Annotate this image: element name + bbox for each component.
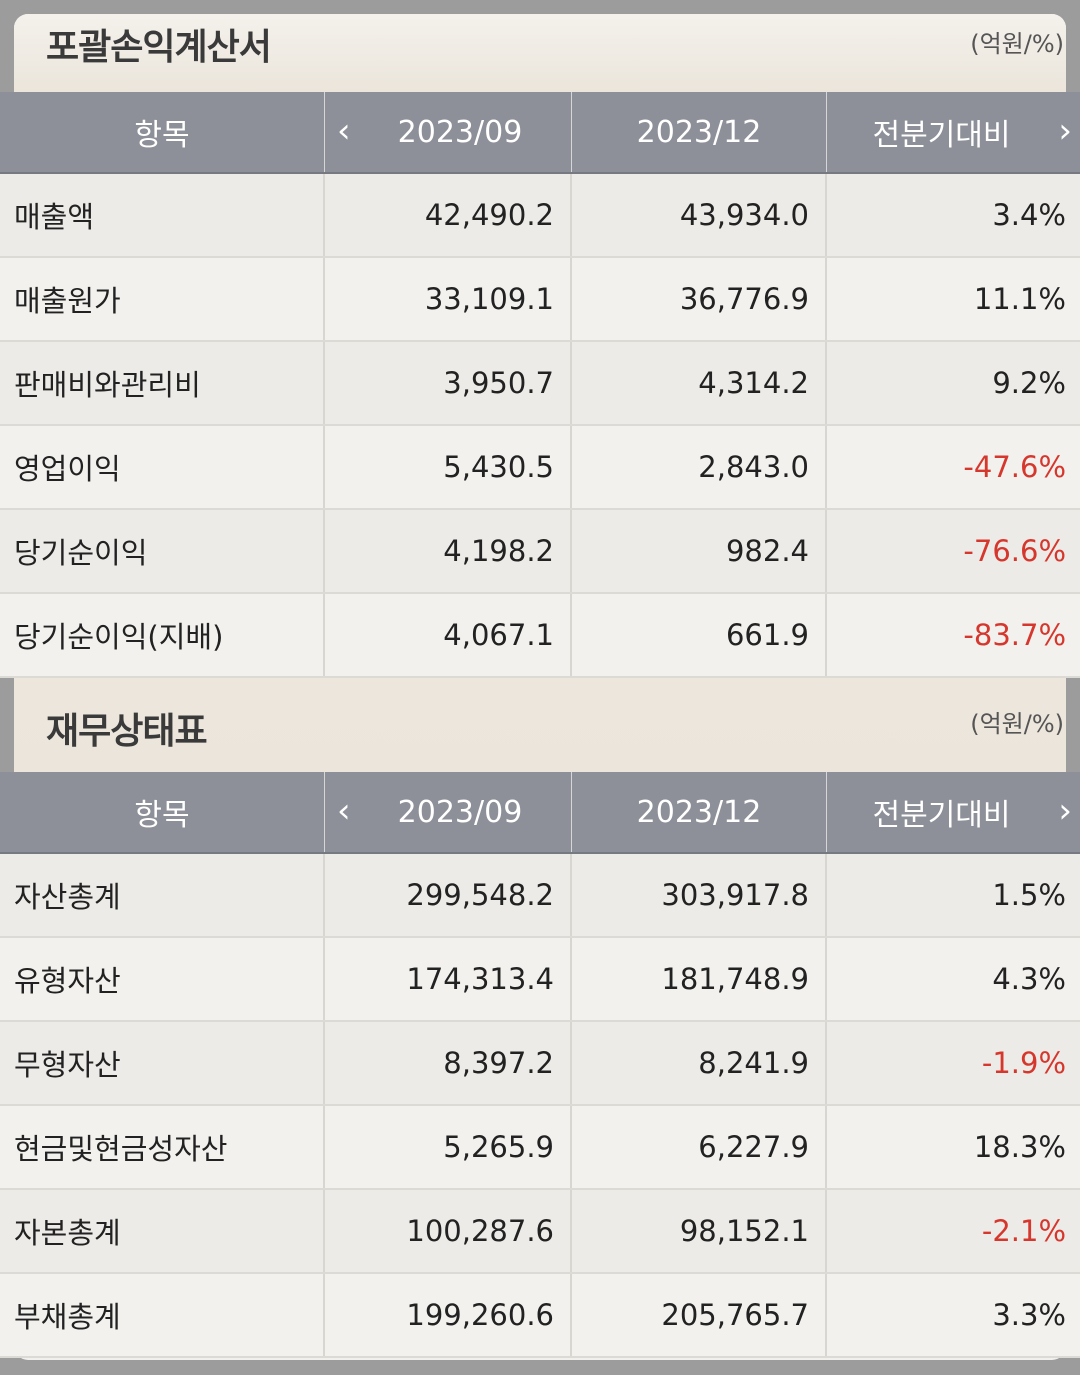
- value-current: 43,934.0: [572, 174, 827, 256]
- table-row: 자본총계 100,287.6 98,152.1 -2.1%: [0, 1190, 1080, 1274]
- header-item: 항목: [0, 772, 325, 852]
- value-current: 181,748.9: [572, 938, 827, 1020]
- change-rate: 1.5%: [992, 878, 1066, 912]
- value-prev: 5,430.5: [325, 426, 572, 508]
- value-prev: 42,490.2: [325, 174, 572, 256]
- row-label: 자산총계: [0, 854, 325, 936]
- row-label: 유형자산: [0, 938, 325, 1020]
- row-label: 당기순이익: [0, 510, 325, 592]
- section-title: 재무상태표: [46, 711, 208, 752]
- value-current: 982.4: [572, 510, 827, 592]
- table-row: 유형자산 174,313.4 181,748.9 4.3%: [0, 938, 1080, 1022]
- value-prev: 3,950.7: [325, 342, 572, 424]
- table-row: 무형자산 8,397.2 8,241.9 -1.9%: [0, 1022, 1080, 1106]
- value-current: 8,241.9: [572, 1022, 827, 1104]
- value-current: 6,227.9: [572, 1106, 827, 1188]
- value-prev: 100,287.6: [325, 1190, 572, 1272]
- chevron-right-icon[interactable]: ›: [1058, 111, 1072, 151]
- unit-label: (억원/%): [970, 30, 1064, 58]
- value-current: 98,152.1: [572, 1190, 827, 1272]
- row-label: 현금및현금성자산: [0, 1106, 325, 1188]
- header-period-current: 2023/12: [572, 92, 827, 172]
- row-label: 매출원가: [0, 258, 325, 340]
- change-rate: 18.3%: [973, 1130, 1066, 1164]
- value-current: 661.9: [572, 594, 827, 676]
- table-row: 판매비와관리비 3,950.7 4,314.2 9.2%: [0, 342, 1080, 426]
- row-label: 영업이익: [0, 426, 325, 508]
- change-rate: -2.1%: [981, 1214, 1066, 1248]
- value-prev: 4,198.2: [325, 510, 572, 592]
- table-row: 자산총계 299,548.2 303,917.8 1.5%: [0, 854, 1080, 938]
- table-row: 당기순이익(지배) 4,067.1 661.9 -83.7%: [0, 594, 1080, 678]
- value-prev: 199,260.6: [325, 1274, 572, 1356]
- chevron-right-icon[interactable]: ›: [1058, 791, 1072, 831]
- change-rate: -47.6%: [963, 450, 1066, 484]
- section-title: 포괄손익계산서: [46, 27, 272, 68]
- header-period-prev: ‹ 2023/09: [325, 92, 572, 172]
- value-current: 4,314.2: [572, 342, 827, 424]
- table-row: 매출원가 33,109.1 36,776.9 11.1%: [0, 258, 1080, 342]
- table-row: 영업이익 5,430.5 2,843.0 -47.6%: [0, 426, 1080, 510]
- table-header: 항목 ‹ 2023/09 2023/12 전분기대비 ›: [0, 92, 1080, 174]
- table-body: 매출액 42,490.2 43,934.0 3.4% 매출원가 33,109.1 36,77…: [0, 174, 1080, 678]
- header-change: 전분기대비 ›: [872, 791, 1073, 833]
- unit-label: (억원/%): [970, 710, 1064, 738]
- header-change: 전분기대비 ›: [872, 111, 1073, 153]
- chevron-left-icon[interactable]: ‹: [337, 111, 351, 151]
- table-row: 부채총계 199,260.6 205,765.7 3.3%: [0, 1274, 1080, 1358]
- section-header: 재무상태표 (억원/%): [14, 678, 1066, 772]
- value-current: 2,843.0: [572, 426, 827, 508]
- change-rate: -1.9%: [981, 1046, 1066, 1080]
- table-body: 자산총계 299,548.2 303,917.8 1.5% 유형자산 174,313.4 1…: [0, 854, 1080, 1358]
- table-row: 매출액 42,490.2 43,934.0 3.4%: [0, 174, 1080, 258]
- value-current: 205,765.7: [572, 1274, 827, 1356]
- table-row: 당기순이익 4,198.2 982.4 -76.6%: [0, 510, 1080, 594]
- change-rate: 3.4%: [992, 198, 1066, 232]
- change-rate: -83.7%: [963, 618, 1066, 652]
- row-label: 당기순이익(지배): [0, 594, 325, 676]
- chevron-left-icon[interactable]: ‹: [337, 791, 351, 831]
- value-prev: 5,265.9: [325, 1106, 572, 1188]
- row-label: 자본총계: [0, 1190, 325, 1272]
- row-label: 무형자산: [0, 1022, 325, 1104]
- header-item: 항목: [0, 92, 325, 172]
- header-period-prev: ‹ 2023/09: [325, 772, 572, 852]
- row-label: 부채총계: [0, 1274, 325, 1356]
- value-prev: 8,397.2: [325, 1022, 572, 1104]
- change-rate: 3.3%: [992, 1298, 1066, 1332]
- income-statement-section: 포괄손익계산서 (억원/%) 항목 ‹ 2023/09 2023/12 전분기대…: [0, 14, 1080, 678]
- value-prev: 299,548.2: [325, 854, 572, 936]
- change-rate: 9.2%: [992, 366, 1066, 400]
- balance-sheet-section: 재무상태표 (억원/%) 항목 ‹ 2023/09 2023/12 전분기대비 …: [0, 678, 1080, 1360]
- row-label: 판매비와관리비: [0, 342, 325, 424]
- header-period-current: 2023/12: [572, 772, 827, 852]
- change-rate: 11.1%: [973, 282, 1066, 316]
- value-prev: 4,067.1: [325, 594, 572, 676]
- table-row: 현금및현금성자산 5,265.9 6,227.9 18.3%: [0, 1106, 1080, 1190]
- table-header: 항목 ‹ 2023/09 2023/12 전분기대비 ›: [0, 772, 1080, 854]
- change-rate: -76.6%: [963, 534, 1066, 568]
- value-prev: 174,313.4: [325, 938, 572, 1020]
- value-current: 36,776.9: [572, 258, 827, 340]
- change-rate: 4.3%: [992, 962, 1066, 996]
- row-label: 매출액: [0, 174, 325, 256]
- value-prev: 33,109.1: [325, 258, 572, 340]
- section-header: 포괄손익계산서 (억원/%): [14, 14, 1066, 92]
- value-current: 303,917.8: [572, 854, 827, 936]
